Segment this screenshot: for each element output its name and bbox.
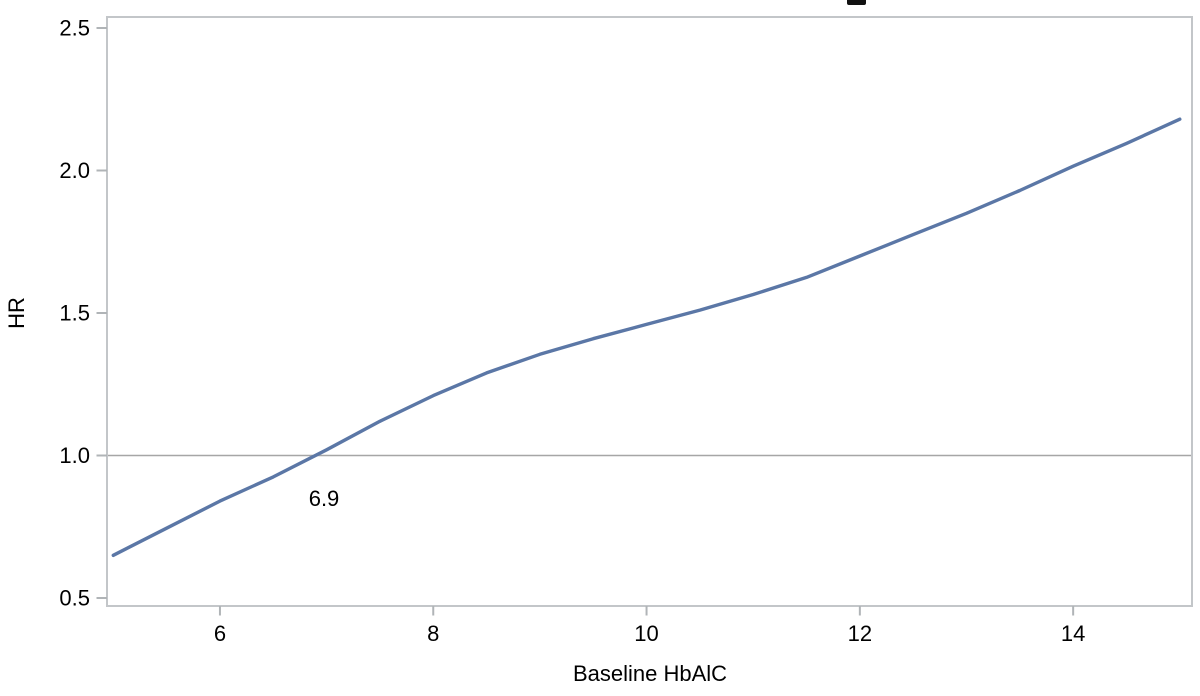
x-tick-label: 6	[214, 621, 226, 646]
y-tick-label: 1.5	[59, 301, 90, 326]
hr-curve	[111, 117, 1182, 557]
y-axis-ticks: 0.5 1.0 1.5 2.0 2.5	[59, 16, 107, 611]
plot-area	[106, 16, 1193, 607]
y-tick-label: 2.0	[59, 158, 90, 183]
y-tick-label: 2.5	[59, 16, 90, 41]
x-axis-title: Baseline HbAlC	[573, 661, 727, 686]
x-axis-ticks: 6 8 10 12 14	[214, 606, 1085, 646]
crossing-annotation: 6.9	[309, 486, 340, 511]
x-tick-label: 10	[634, 621, 658, 646]
y-axis-title: HR	[4, 297, 29, 329]
x-tick-label: 8	[427, 621, 439, 646]
x-tick-label: 12	[848, 621, 872, 646]
y-tick-label: 1.0	[59, 443, 90, 468]
y-tick-label: 0.5	[59, 586, 90, 611]
clipped-title-fragment	[847, 0, 866, 5]
x-tick-label: 14	[1061, 621, 1085, 646]
